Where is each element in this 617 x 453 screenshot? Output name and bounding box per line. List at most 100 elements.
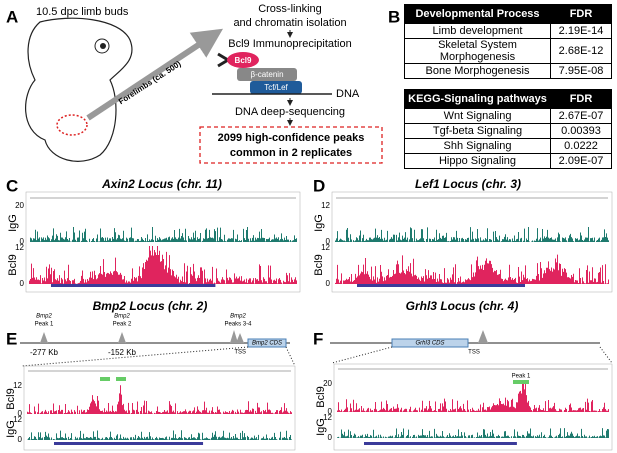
step: Cross-linking	[258, 3, 322, 15]
panel-title: Lef1 Locus (chr. 3)	[415, 177, 521, 191]
dna-label: DNA	[336, 88, 360, 100]
coverage-track	[337, 382, 609, 412]
scale-label: 20	[323, 379, 332, 388]
scale-label: 0	[20, 237, 25, 246]
track-label: Bcl9	[315, 386, 327, 407]
scale-label: 0	[18, 409, 23, 418]
panel-title: Grhl3 Locus (chr. 4)	[406, 299, 519, 313]
header: FDR	[550, 4, 612, 24]
cell: Limb development	[404, 23, 551, 39]
scale-label: 12	[13, 415, 22, 424]
peak-label: Bmp2	[114, 314, 130, 320]
scale-label: 0	[326, 237, 331, 246]
cell: Skeletal System Morphogenesis	[404, 38, 551, 64]
scale-label: 0	[328, 407, 333, 416]
header: Developmental Process	[404, 4, 551, 24]
scale-label: 12	[323, 413, 332, 422]
scale-label: 20	[15, 201, 24, 210]
coverage-track	[335, 254, 609, 284]
peak-label: Peak 1	[512, 374, 531, 380]
track-label: Bcl9	[313, 254, 325, 275]
track-label: IgG	[315, 418, 327, 436]
cell: Wnt Signaling	[404, 108, 551, 124]
cell: 0.0222	[550, 138, 612, 154]
result-box	[199, 126, 383, 164]
table: Developmental Process FDR Limb developmen…	[404, 4, 612, 79]
sample-label: 10.5 dpc limb buds	[36, 6, 129, 18]
eye	[100, 43, 106, 49]
cell: 7.95E-08	[550, 63, 612, 79]
scale-label: 0	[328, 433, 333, 442]
coverage-track	[29, 246, 297, 284]
peak-box	[100, 377, 110, 381]
coverage-track	[27, 385, 292, 414]
coverage-track	[30, 227, 297, 242]
track-label: IgG	[5, 420, 17, 438]
tss-label: TSS	[234, 350, 246, 356]
panel-label: B	[388, 7, 400, 26]
scale-label: 0	[20, 279, 25, 288]
cell: 0.00393	[550, 123, 612, 139]
peak-label: Peak 1	[35, 322, 54, 328]
antibody	[217, 52, 231, 68]
step: Bcl9 Immunoprecipitation	[228, 38, 352, 50]
result: 2099 high-confidence peaks	[218, 132, 365, 144]
browser-frame	[331, 191, 613, 293]
table: KEGG-Signaling pathways FDR Wnt Signaling…	[404, 89, 612, 169]
eye	[94, 38, 110, 54]
gene-model	[54, 442, 204, 445]
peak-marker	[40, 330, 244, 343]
panel-label: C	[6, 176, 18, 195]
scale-label: 12	[15, 243, 24, 252]
tcf-lef	[250, 81, 302, 94]
arrow-label: Forelimbs (ca. 500)	[117, 59, 183, 106]
scale-label: 12	[13, 381, 22, 390]
panel-label: D	[313, 176, 325, 195]
peak-label: Peak 2	[113, 322, 132, 328]
coverage-track	[27, 430, 292, 440]
track-label: IgG	[7, 214, 19, 232]
panel-label: A	[6, 7, 18, 26]
zoom-line	[331, 346, 393, 364]
peak-box	[116, 377, 126, 381]
panel-label: E	[6, 329, 17, 348]
cell: 2.68E-12	[550, 38, 612, 64]
protein-label: Tcf/Lef	[264, 83, 288, 92]
browser-frame	[333, 363, 613, 451]
step: DNA deep-sequencing	[235, 106, 345, 118]
scale-label: 0	[18, 435, 23, 444]
peak-label: Bmp2	[230, 314, 246, 320]
header: FDR	[550, 89, 612, 109]
peak-label: Peaks 3-4	[224, 322, 252, 328]
panel-title: Bmp2 Locus (chr. 2)	[93, 299, 208, 313]
track-label: Bcl9	[7, 254, 19, 275]
limb-bud	[56, 114, 88, 136]
panel-title: Axin2 Locus (chr. 11)	[101, 177, 222, 191]
embryo	[25, 17, 133, 162]
bcl9	[227, 52, 259, 68]
arrow	[86, 28, 224, 121]
cell: Hippo Signaling	[404, 153, 551, 169]
peak-marker	[478, 330, 488, 343]
track-label: Bcl9	[5, 388, 17, 409]
result: common in 2 replicates	[230, 147, 352, 159]
protein-label: β-catenin	[250, 70, 283, 79]
browser-frame	[25, 191, 301, 293]
cell: Tgf-beta Signaling	[404, 123, 551, 139]
protein-label: Bcl9	[235, 56, 252, 65]
gene-model	[51, 284, 216, 287]
track-label: IgG	[313, 214, 325, 232]
beta-catenin	[237, 68, 297, 81]
cell: 2.09E-07	[550, 153, 612, 169]
scale-label: 0	[326, 279, 331, 288]
cds	[247, 338, 287, 348]
distance: -152 Kb	[108, 348, 137, 357]
peak-box	[513, 380, 529, 384]
cds-label: Bmp2 CDS	[252, 341, 282, 347]
browser-frame	[23, 365, 296, 451]
gene-model	[364, 442, 517, 445]
cell: Bone Morphogenesis	[404, 63, 551, 79]
zoom-line	[599, 346, 613, 364]
